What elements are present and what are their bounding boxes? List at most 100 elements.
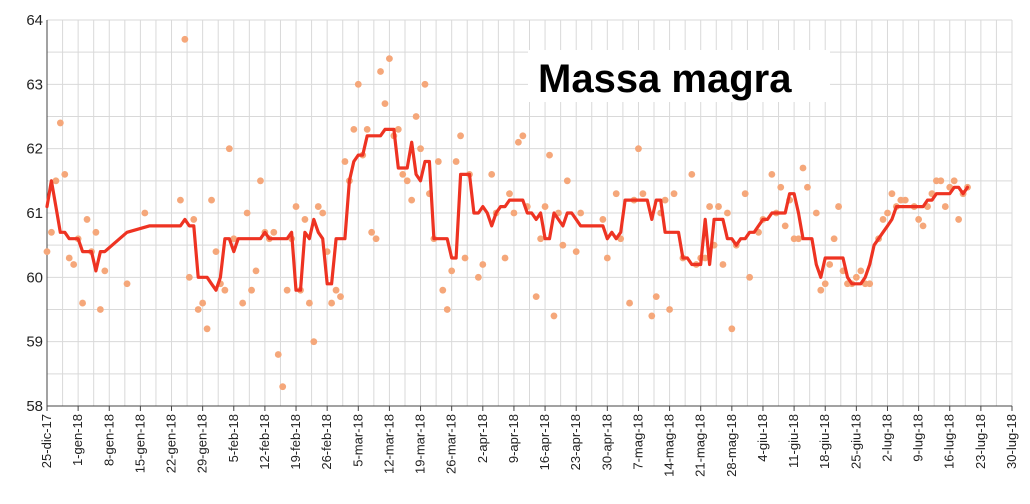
x-tick-label: 30-apr-18 <box>599 414 614 470</box>
data-point <box>572 248 580 256</box>
x-tick-label: 29-gen-18 <box>195 414 210 473</box>
data-point <box>866 280 874 288</box>
x-tick-label: 5-mar-18 <box>350 414 365 467</box>
data-point <box>283 286 291 294</box>
x-tick-label: 16-lug-18 <box>942 414 957 469</box>
data-point <box>746 273 754 281</box>
data-point <box>221 286 229 294</box>
x-tick-label: 11-giu-18 <box>786 414 801 468</box>
data-point <box>546 151 553 159</box>
data-point <box>310 338 318 346</box>
x-tick-label: 1-gen-18 <box>70 414 85 466</box>
x-tick-label: 2-apr-18 <box>475 414 490 463</box>
x-tick-label: 25-dic-17 <box>39 414 54 468</box>
data-point <box>52 177 60 185</box>
data-point <box>519 132 527 140</box>
data-point <box>884 209 891 217</box>
data-point <box>599 216 607 223</box>
data-point <box>648 312 656 320</box>
x-tick-label: 12-feb-18 <box>257 414 272 470</box>
data-point <box>328 299 336 307</box>
x-tick-label: 4-giu-18 <box>755 414 770 462</box>
data-point <box>372 235 380 243</box>
data-point <box>70 261 78 268</box>
data-point <box>252 267 260 275</box>
data-point <box>639 190 647 198</box>
data-point <box>563 177 571 185</box>
data-point <box>48 228 55 236</box>
data-point <box>719 261 727 268</box>
data-point <box>635 145 642 153</box>
data-point <box>56 119 64 127</box>
data-point <box>915 216 923 223</box>
data-point <box>857 267 865 275</box>
x-tick-label: 18-giu-18 <box>817 414 832 469</box>
x-tick-label: 25-giu-18 <box>848 414 863 469</box>
x-tick-label: 23-lug-18 <box>973 414 988 469</box>
data-point <box>777 183 785 191</box>
x-tick-label: 21-mag-18 <box>693 414 708 477</box>
x-tick-label: 9-lug-18 <box>911 414 926 462</box>
data-point <box>368 228 376 236</box>
data-point <box>203 325 211 333</box>
y-tick-label: 64 <box>26 12 43 29</box>
data-point <box>723 209 731 217</box>
data-point <box>92 228 100 236</box>
data-point <box>901 196 909 204</box>
data-point <box>612 190 620 198</box>
data-point <box>812 209 820 217</box>
trend-line-layer <box>45 127 970 292</box>
x-tick-label: 28-mag-18 <box>724 414 739 477</box>
data-point <box>741 190 749 198</box>
x-tick-label: 22-gen-18 <box>164 414 179 473</box>
data-point <box>239 299 247 307</box>
data-point <box>532 293 540 301</box>
x-tick-label: 2-lug-18 <box>879 414 894 462</box>
x-tick-label: 23-apr-18 <box>568 414 583 470</box>
data-point <box>510 209 518 217</box>
x-tick-label: 26-feb-18 <box>319 414 334 470</box>
data-point <box>461 254 469 262</box>
data-point <box>185 273 193 281</box>
data-point <box>559 241 567 249</box>
data-point <box>826 261 834 268</box>
data-point <box>919 222 927 230</box>
data-point <box>728 325 736 333</box>
data-point <box>412 113 420 120</box>
data-point <box>448 267 456 275</box>
data-point <box>363 125 371 133</box>
data-point <box>394 125 402 133</box>
data-point <box>852 273 860 281</box>
data-point <box>706 203 714 210</box>
data-point <box>305 299 313 307</box>
data-point <box>506 190 513 198</box>
data-point <box>830 235 838 243</box>
data-point <box>337 293 344 301</box>
data-point <box>65 254 73 262</box>
data-point <box>190 216 198 223</box>
y-tick-label: 60 <box>26 269 43 286</box>
y-axis: 58 59 60 61 62 63 64 <box>26 12 48 415</box>
data-point <box>955 216 963 223</box>
data-point <box>795 235 802 243</box>
data-point <box>279 383 287 391</box>
data-point <box>301 216 309 223</box>
data-point <box>319 209 327 217</box>
data-point <box>799 164 807 172</box>
data-point <box>550 312 558 320</box>
data-point <box>781 222 789 230</box>
data-point <box>835 203 842 210</box>
data-point <box>43 248 51 256</box>
data-point <box>670 190 678 198</box>
x-tick-label: 19-mar-18 <box>413 414 428 474</box>
data-point <box>439 286 447 294</box>
data-point <box>452 158 460 165</box>
data-point <box>208 196 215 204</box>
data-point <box>408 196 416 204</box>
data-point <box>821 280 829 288</box>
data-point <box>603 254 611 262</box>
y-tick-label: 59 <box>26 334 43 351</box>
data-point <box>514 138 522 146</box>
data-point <box>701 254 709 262</box>
y-tick-label: 63 <box>26 76 43 93</box>
